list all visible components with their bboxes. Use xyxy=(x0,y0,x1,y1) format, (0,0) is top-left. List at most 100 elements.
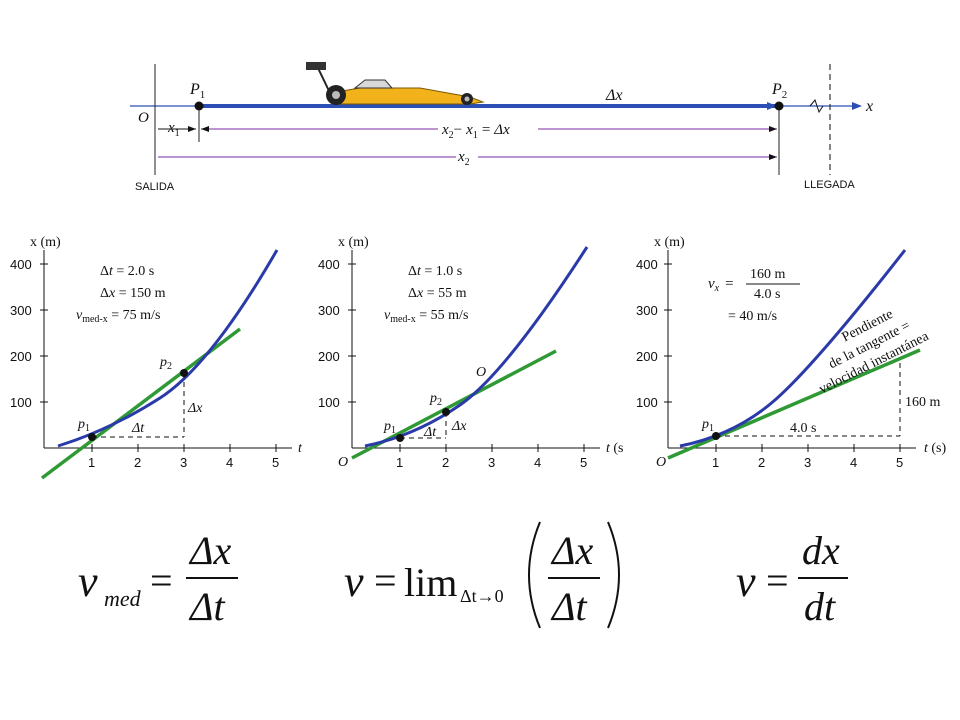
svg-text:Δt: Δt xyxy=(188,584,225,629)
g1-xtick: 5 xyxy=(272,455,279,470)
graph-3: 100 200 300 400 1 2 3 4 5 x (m) t (s) O … xyxy=(636,235,947,470)
g1-dx-label: Δx xyxy=(187,401,203,416)
g1-ylabel: x (m) xyxy=(30,235,61,250)
axis-x-label: x xyxy=(865,98,873,115)
svg-text:v: v xyxy=(78,557,98,606)
g1-p2-label: p2 xyxy=(159,355,172,372)
svg-text:lim: lim xyxy=(404,560,457,605)
g2-xtick: 3 xyxy=(488,455,495,470)
g2-curve-label: O xyxy=(476,365,486,380)
start-label: SALIDA xyxy=(135,181,175,193)
g1-ytick: 300 xyxy=(10,303,32,318)
g3-ytick: 200 xyxy=(636,349,658,364)
svg-text:Δx = 150 m: Δx = 150 m xyxy=(100,286,166,301)
g3-point-p1 xyxy=(712,432,720,440)
g3-xtick: 1 xyxy=(712,455,719,470)
track-axis-arrowhead xyxy=(852,102,862,110)
svg-text:= 40 m/s: = 40 m/s xyxy=(728,309,777,324)
svg-text:med: med xyxy=(104,586,142,611)
g2-p2-label: p2 xyxy=(429,391,442,408)
g3-origin: O xyxy=(656,455,666,470)
g3-yticks: 100 200 300 400 xyxy=(636,257,672,410)
g1-dt-label: Δt xyxy=(131,421,145,436)
g2-xtick: 5 xyxy=(580,455,587,470)
svg-text:160 m: 160 m xyxy=(750,267,786,282)
x2-minus-x1-label: x2− x1 = Δx xyxy=(438,121,538,141)
g2-xtick: 1 xyxy=(396,455,403,470)
svg-text:Δx = 55 m: Δx = 55 m xyxy=(408,286,467,301)
g2-yticks: 100 200 300 400 xyxy=(318,257,356,410)
x1-label: x1 xyxy=(167,120,180,139)
dragster-car xyxy=(306,62,485,105)
g3-ytick: 400 xyxy=(636,257,658,272)
formula-derivative: v = dx dt xyxy=(736,528,848,629)
g3-xtick: 3 xyxy=(804,455,811,470)
g3-xtick: 4 xyxy=(850,455,857,470)
svg-text:vmed-x = 55 m/s: vmed-x = 55 m/s xyxy=(384,308,468,325)
g3-run-label: 4.0 s xyxy=(790,421,816,436)
graph-2: 100 200 300 400 1 2 3 4 5 x (m) t (s O p… xyxy=(318,235,624,470)
g3-xticks: 1 2 3 4 5 xyxy=(712,444,903,470)
g1-xtick: 2 xyxy=(134,455,141,470)
p2-label: P2 xyxy=(771,81,787,101)
g2-xlabel: t (s xyxy=(606,441,624,456)
g1-xlabel: t xyxy=(298,441,303,456)
formula-average-velocity: v med = Δx Δt xyxy=(78,528,238,629)
g3-xtick: 5 xyxy=(896,455,903,470)
g2-ytick: 200 xyxy=(318,349,340,364)
svg-text:=: = xyxy=(150,558,173,603)
g2-curve xyxy=(364,246,589,448)
svg-text:Δx: Δx xyxy=(188,528,231,573)
g2-ytick: 300 xyxy=(318,303,340,318)
g2-info-box: Δt = 1.0 s Δx = 55 m vmed-x = 55 m/s xyxy=(384,264,468,325)
x2-label: x2 xyxy=(456,148,478,168)
g3-ytick: 100 xyxy=(636,395,658,410)
origin-label: O xyxy=(138,110,149,126)
g1-ytick: 100 xyxy=(10,395,32,410)
g3-ylabel: x (m) xyxy=(654,235,685,250)
g1-curve xyxy=(57,249,279,448)
g2-point-p1 xyxy=(396,434,404,442)
g3-vx-box: vx = 160 m 4.0 s = 40 m/s xyxy=(708,267,800,324)
axis-break xyxy=(809,98,824,114)
svg-text:v: v xyxy=(736,557,756,606)
point-p1 xyxy=(194,101,204,111)
svg-text:x2: x2 xyxy=(457,149,470,168)
g2-xtick: 4 xyxy=(534,455,541,470)
svg-text:dt: dt xyxy=(804,584,836,629)
g1-xtick: 3 xyxy=(180,455,187,470)
g3-slope-annotation: Pendiente de la tangente = velocidad ins… xyxy=(817,307,932,397)
formula-instant-velocity-limit: v = lim Δt→0 Δx Δt xyxy=(344,521,620,629)
dx-label-top: Δx xyxy=(605,87,623,104)
svg-text:Δt→0: Δt→0 xyxy=(460,586,504,606)
g1-xtick: 1 xyxy=(88,455,95,470)
svg-text:x2−x1=Δx: x2− x1 = Δx xyxy=(441,122,510,141)
g1-xtick: 4 xyxy=(226,455,233,470)
g1-yticks: 100 200 300 400 xyxy=(10,257,48,410)
g1-xticks: 1 2 3 4 5 xyxy=(88,444,279,470)
g2-xticks: 1 2 3 4 5 xyxy=(396,444,587,470)
svg-text:Δt = 2.0 s: Δt = 2.0 s xyxy=(100,264,154,279)
p1-label: P1 xyxy=(189,81,205,101)
g1-ytick: 200 xyxy=(10,349,32,364)
g3-xtick: 2 xyxy=(758,455,765,470)
g1-point-p1 xyxy=(88,433,96,441)
svg-text:dx: dx xyxy=(802,528,840,573)
finish-label: LLEGADA xyxy=(804,179,855,191)
g2-ylabel: x (m) xyxy=(338,235,369,250)
svg-text:Δt = 1.0 s: Δt = 1.0 s xyxy=(408,264,462,279)
g2-p1-label: p1 xyxy=(383,419,396,436)
svg-text:vmed-x = 75 m/s: vmed-x = 75 m/s xyxy=(76,308,160,325)
g2-ytick: 400 xyxy=(318,257,340,272)
g3-xlabel: t (s) xyxy=(924,441,947,456)
svg-text:=: = xyxy=(374,558,397,603)
g2-ytick: 100 xyxy=(318,395,340,410)
track-diagram: O x P1 P2 Δx x1 x2− x1 = Δx x2 SALIDA LLEGA… xyxy=(130,62,873,193)
svg-text:v: v xyxy=(344,557,364,606)
g1-ytick: 400 xyxy=(10,257,32,272)
g1-info-box: Δt = 2.0 s Δx = 150 m vmed-x = 75 m/s xyxy=(76,264,166,325)
g3-rise-label: 160 m xyxy=(905,395,941,410)
svg-text:Δx: Δx xyxy=(550,528,593,573)
g2-dx-label: Δx xyxy=(451,419,467,434)
